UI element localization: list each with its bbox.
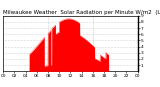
- Text: Milwaukee Weather  Solar Radiation per Minute W/m2  (Last 24 Hours): Milwaukee Weather Solar Radiation per Mi…: [3, 10, 160, 15]
